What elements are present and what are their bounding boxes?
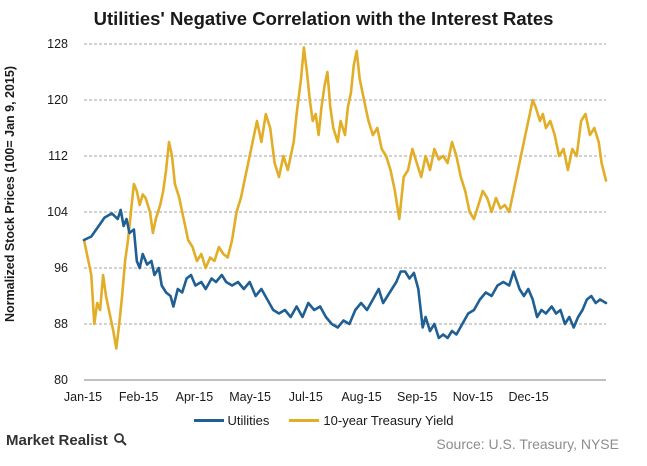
legend-item-utilities: Utilities	[193, 412, 270, 428]
x-tick-label: Apr-15	[176, 390, 214, 404]
y-tick-label: 120	[47, 93, 68, 107]
x-tick-label: Dec-15	[508, 390, 548, 404]
chart-title: Utilities' Negative Correlation with the…	[93, 8, 554, 29]
legend-item-treasury: 10-year Treasury Yield	[289, 413, 453, 428]
series-line-utilities	[82, 208, 608, 340]
magnifier-icon	[113, 433, 127, 446]
y-tick-label: 96	[54, 261, 68, 275]
x-tick-label: Jul-15	[289, 390, 323, 404]
x-tick-label: Sep-15	[397, 390, 437, 404]
brand-logo: Market Realist	[6, 432, 127, 449]
legend-label-utilities: Utilities	[227, 412, 270, 428]
y-tick-label: 104	[47, 205, 68, 219]
x-tick-label: Nov-15	[453, 390, 493, 404]
y-tick-label: 128	[47, 37, 68, 51]
brand-logo-text: Market Realist	[6, 432, 108, 449]
legend-swatch-utilities	[193, 418, 224, 422]
x-tick-label: May-15	[229, 390, 271, 404]
x-tick-label: Jan-15	[64, 390, 102, 404]
x-tick-label: Aug-15	[341, 390, 381, 404]
y-tick-label: 88	[54, 317, 68, 331]
y-tick-label: 80	[54, 373, 68, 387]
legend-swatch-treasury	[289, 418, 320, 422]
series-line-treasury	[82, 46, 608, 350]
chart-legend: Utilities 10-year Treasury Yield	[0, 410, 647, 430]
y-tick-label: 112	[48, 149, 68, 163]
legend-label-treasury: 10-year Treasury Yield	[323, 412, 454, 428]
source-note: Source: U.S. Treasury, NYSE	[436, 436, 619, 452]
x-tick-label: Feb-15	[119, 390, 159, 404]
